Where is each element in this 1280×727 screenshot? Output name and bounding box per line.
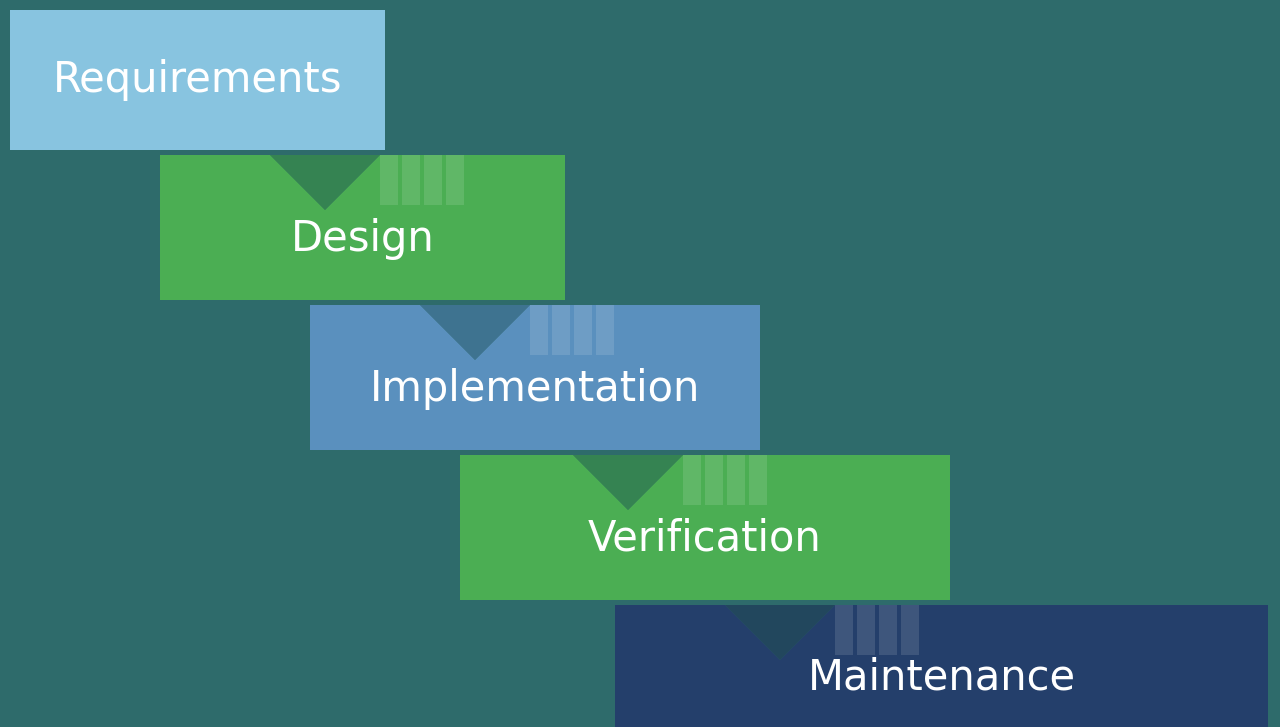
- Polygon shape: [420, 305, 530, 360]
- Text: Verification: Verification: [588, 518, 822, 560]
- Polygon shape: [424, 155, 442, 204]
- Text: Requirements: Requirements: [52, 59, 342, 101]
- Polygon shape: [10, 10, 385, 150]
- Polygon shape: [879, 605, 897, 654]
- Polygon shape: [573, 305, 591, 355]
- Polygon shape: [727, 455, 745, 505]
- Text: Design: Design: [291, 217, 434, 260]
- Text: Implementation: Implementation: [370, 368, 700, 409]
- Polygon shape: [460, 455, 950, 600]
- Polygon shape: [614, 605, 1268, 727]
- Polygon shape: [835, 605, 852, 654]
- Polygon shape: [705, 455, 723, 505]
- Polygon shape: [749, 455, 767, 505]
- Polygon shape: [596, 305, 614, 355]
- Polygon shape: [402, 155, 420, 204]
- Text: Maintenance: Maintenance: [808, 656, 1075, 698]
- Polygon shape: [530, 305, 548, 355]
- Polygon shape: [724, 605, 835, 660]
- Polygon shape: [270, 155, 380, 210]
- Polygon shape: [573, 455, 684, 510]
- Polygon shape: [380, 155, 398, 204]
- Polygon shape: [552, 305, 570, 355]
- Polygon shape: [160, 155, 564, 300]
- Polygon shape: [901, 605, 919, 654]
- Polygon shape: [445, 155, 465, 204]
- Polygon shape: [310, 305, 760, 450]
- Polygon shape: [858, 605, 876, 654]
- Polygon shape: [684, 455, 701, 505]
